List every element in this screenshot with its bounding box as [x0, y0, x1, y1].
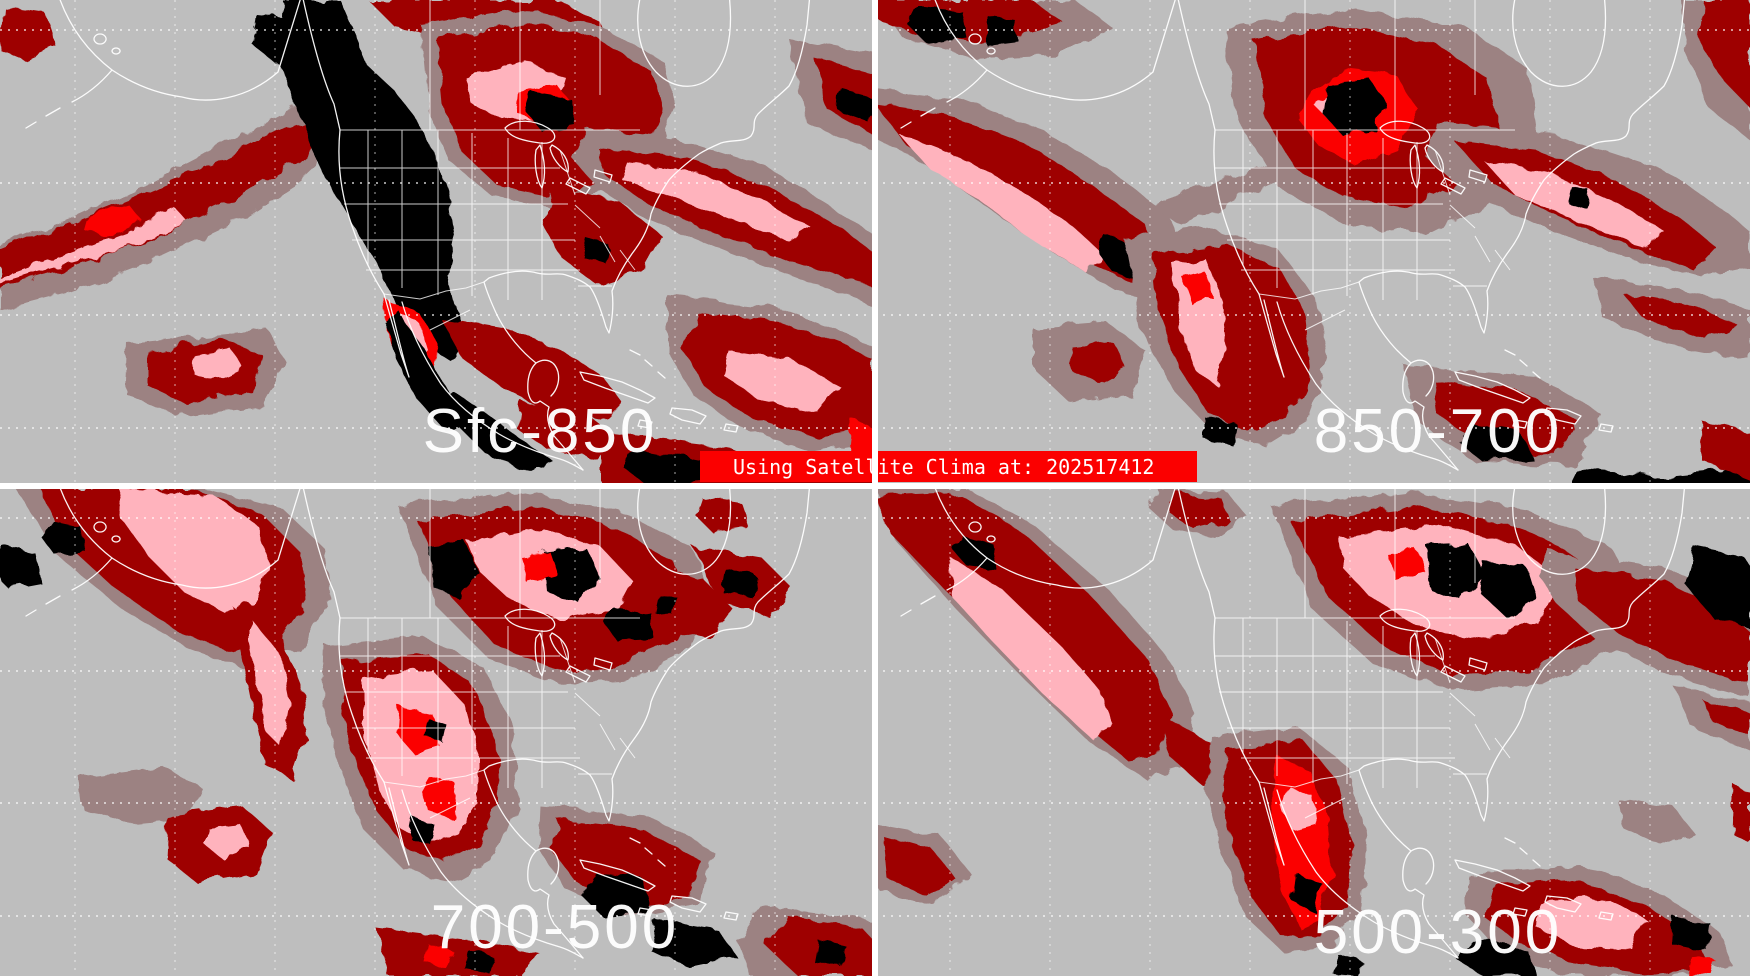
- timestamp-banner-text: Using Satellite Clima at: 202517412: [733, 454, 1155, 479]
- panel-map-500-300: 500-300: [875, 488, 1750, 976]
- cloud-data-layer: [875, 0, 1750, 488]
- cloud-data-layer: [875, 488, 1750, 976]
- panel-label-700-500: 700-500: [431, 893, 680, 962]
- panel-divider-horizontal: [0, 483, 1750, 489]
- panel-label-500-300: 500-300: [1314, 898, 1563, 967]
- timestamp-banner: Using Satellite Clima at: 202517412: [700, 451, 1197, 482]
- panel-label-850-700: 850-700: [1314, 397, 1563, 466]
- panel-map-sfc-850: Sfc-850: [0, 0, 875, 488]
- panel-map-850-700: 850-700: [875, 0, 1750, 488]
- panel-map-700-500: 700-500: [0, 488, 875, 976]
- panel-label-sfc-850: Sfc-850: [423, 397, 658, 466]
